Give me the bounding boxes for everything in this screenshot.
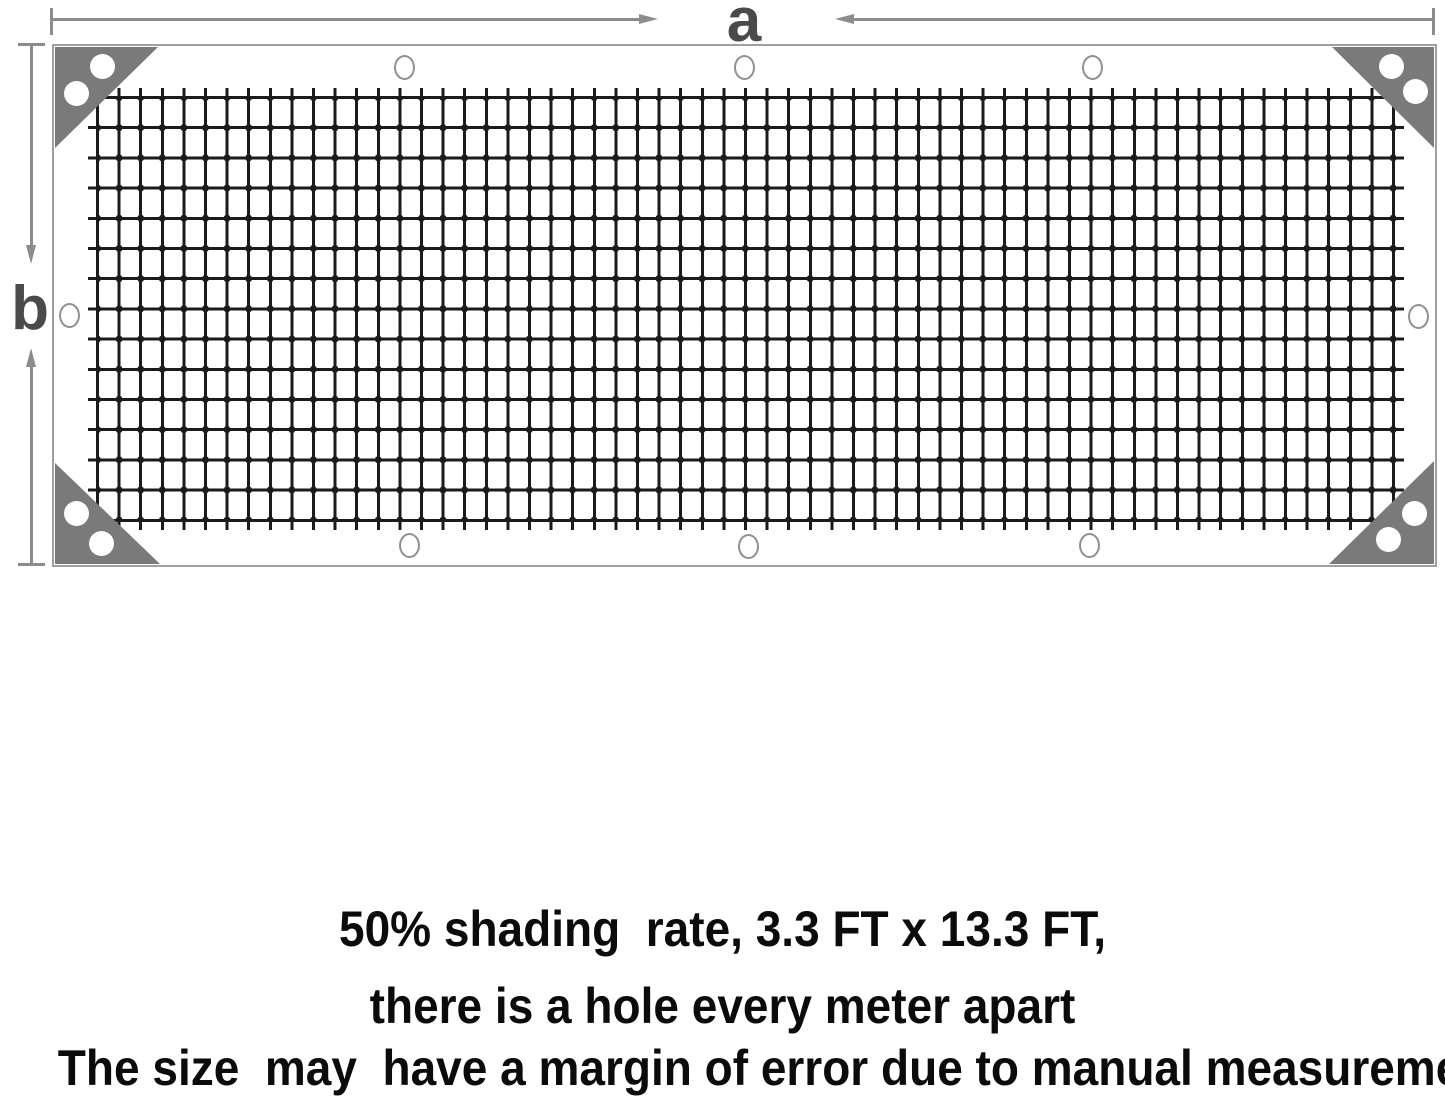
dimension-a-right-tick — [1432, 8, 1435, 35]
corner-hole — [1376, 527, 1401, 552]
caption-line-2: there is a hole every meter apart — [369, 978, 1076, 1034]
corner-hole — [90, 54, 115, 79]
dimension-a-arrow-left-icon — [835, 13, 854, 24]
dimension-b-arrow-down-icon — [25, 245, 36, 264]
grommet-right-middle — [1408, 304, 1429, 329]
dimension-a-label: a — [726, 0, 762, 55]
corner-hole — [64, 501, 89, 526]
corner-hole — [1402, 501, 1427, 526]
dimension-a-left-line — [51, 18, 639, 21]
tarp-panel — [52, 44, 1437, 567]
dimension-a-right-line — [854, 18, 1434, 21]
mesh-panel — [88, 88, 1404, 530]
mesh-knots — [96, 96, 1396, 522]
dimension-b-top-line — [30, 44, 33, 246]
grommet-top-1 — [394, 55, 415, 80]
grommet-left-middle — [59, 303, 80, 328]
corner-hole — [64, 81, 89, 106]
grommet-bottom-3 — [1079, 533, 1100, 558]
grommet-bottom-1 — [399, 533, 420, 558]
caption-line-3: The size may have a margin of error due … — [57, 1040, 1445, 1096]
grommet-bottom-2 — [738, 534, 759, 559]
caption-line-1: 50% shading rate, 3.3 FT x 13.3 FT, — [339, 901, 1106, 957]
dimension-b-arrow-up-icon — [25, 348, 36, 367]
corner-hole — [89, 531, 114, 556]
dimension-b-bottom-tick — [18, 563, 45, 566]
grommet-top-2 — [734, 55, 755, 80]
dimension-a-left-tick — [50, 8, 53, 35]
corner-hole — [1403, 79, 1428, 104]
dimension-b-label: b — [11, 274, 49, 343]
corner-hole — [1379, 54, 1404, 79]
dimension-b-bottom-line — [30, 366, 33, 565]
grommet-top-3 — [1082, 55, 1103, 80]
dimension-a-arrow-right-icon — [639, 13, 658, 24]
